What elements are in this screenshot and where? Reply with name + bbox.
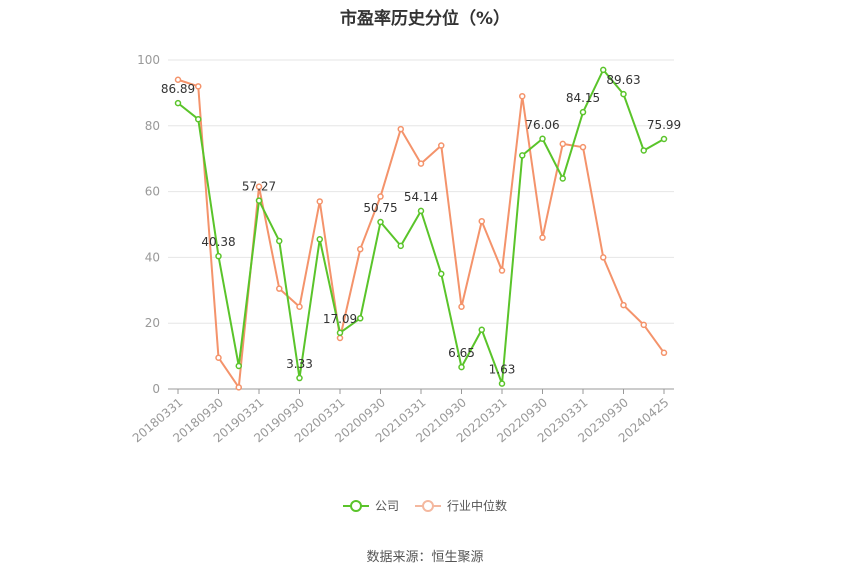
data-label: 57.27 bbox=[242, 180, 276, 194]
data-point-company bbox=[579, 108, 587, 116]
legend-industry-label: 行业中位数 bbox=[447, 499, 508, 513]
data-point-company bbox=[417, 207, 425, 215]
data-point-company bbox=[377, 218, 384, 226]
data-point-company bbox=[357, 315, 364, 322]
data-point-industry bbox=[498, 267, 506, 274]
data-point-industry bbox=[660, 349, 668, 357]
data-point-company bbox=[660, 135, 668, 143]
data-point-industry bbox=[174, 76, 182, 83]
data-point-industry bbox=[397, 125, 404, 133]
data-point-company bbox=[397, 242, 404, 250]
data-point-company bbox=[276, 237, 283, 245]
data-point-company bbox=[498, 380, 506, 387]
data-label: 6.65 bbox=[448, 346, 475, 360]
data-point-company bbox=[235, 362, 242, 370]
data-point-industry bbox=[559, 140, 566, 148]
data-label: 50.75 bbox=[363, 201, 397, 215]
legend-industry-marker-icon bbox=[415, 499, 441, 512]
legend-item-industry[interactable]: 行业中位数 bbox=[415, 497, 507, 514]
chart-title: 市盈率历史分位（%） bbox=[339, 9, 511, 29]
data-point-industry bbox=[417, 160, 425, 167]
y-tick-label: 60 bbox=[145, 185, 160, 199]
y-tick-label: 80 bbox=[145, 119, 160, 133]
series-line-company bbox=[177, 68, 665, 385]
data-point-company bbox=[640, 147, 647, 154]
data-point-company bbox=[539, 135, 546, 143]
data-point-industry bbox=[600, 254, 607, 261]
data-label: 17.09 bbox=[323, 312, 357, 326]
data-point-industry bbox=[519, 92, 526, 100]
data-point-company bbox=[195, 115, 202, 123]
data-label: 86.89 bbox=[161, 82, 195, 96]
data-label: 54.14 bbox=[404, 190, 438, 204]
data-point-industry bbox=[539, 234, 546, 241]
data-point-company bbox=[215, 252, 222, 260]
data-point-industry bbox=[195, 83, 202, 90]
legend-company-marker-icon bbox=[342, 499, 369, 512]
data-point-company bbox=[296, 374, 303, 382]
data-point-company bbox=[336, 329, 344, 337]
data-point-industry bbox=[357, 245, 364, 253]
data-point-company bbox=[519, 152, 526, 159]
data-label: 75.99 bbox=[647, 118, 681, 132]
data-point-industry bbox=[620, 301, 627, 309]
data-label: 1.63 bbox=[489, 363, 516, 377]
data-point-company bbox=[478, 326, 485, 334]
data-point-industry bbox=[438, 142, 445, 149]
data-point-industry bbox=[579, 143, 587, 151]
data-point-industry bbox=[336, 334, 344, 342]
data-label: 40.38 bbox=[201, 235, 235, 249]
data-label: 84.15 bbox=[566, 91, 600, 105]
data-point-company bbox=[174, 99, 182, 107]
data-point-industry bbox=[377, 193, 384, 200]
data-point-industry bbox=[255, 183, 263, 190]
data-point-company bbox=[458, 363, 465, 371]
data-point-company bbox=[600, 66, 607, 74]
data-point-industry bbox=[478, 217, 485, 225]
legend: 公司 行业中位数 bbox=[0, 497, 850, 514]
data-point-company bbox=[620, 90, 627, 98]
source-note: 数据来源：恒生聚源 bbox=[366, 550, 484, 565]
data-point-industry bbox=[640, 321, 647, 329]
data-point-industry bbox=[276, 285, 283, 292]
data-label: 3.33 bbox=[286, 357, 313, 371]
y-tick-label: 100 bbox=[137, 53, 160, 67]
data-label: 89.63 bbox=[606, 73, 640, 87]
data-point-industry bbox=[215, 354, 222, 361]
y-tick-label: 20 bbox=[145, 316, 160, 330]
legend-company-label: 公司 bbox=[374, 499, 399, 513]
legend-item-company[interactable]: 公司 bbox=[342, 497, 399, 514]
data-point-industry bbox=[458, 303, 465, 310]
data-point-company bbox=[316, 236, 323, 243]
data-point-industry bbox=[235, 384, 242, 391]
data-point-industry bbox=[316, 198, 323, 205]
data-point-company bbox=[559, 175, 566, 182]
y-tick-label: 0 bbox=[152, 382, 160, 396]
data-point-company bbox=[255, 197, 263, 204]
data-point-company bbox=[438, 270, 445, 278]
data-point-industry bbox=[296, 303, 303, 310]
data-label: 76.06 bbox=[525, 118, 559, 132]
y-tick-label: 40 bbox=[145, 250, 160, 264]
